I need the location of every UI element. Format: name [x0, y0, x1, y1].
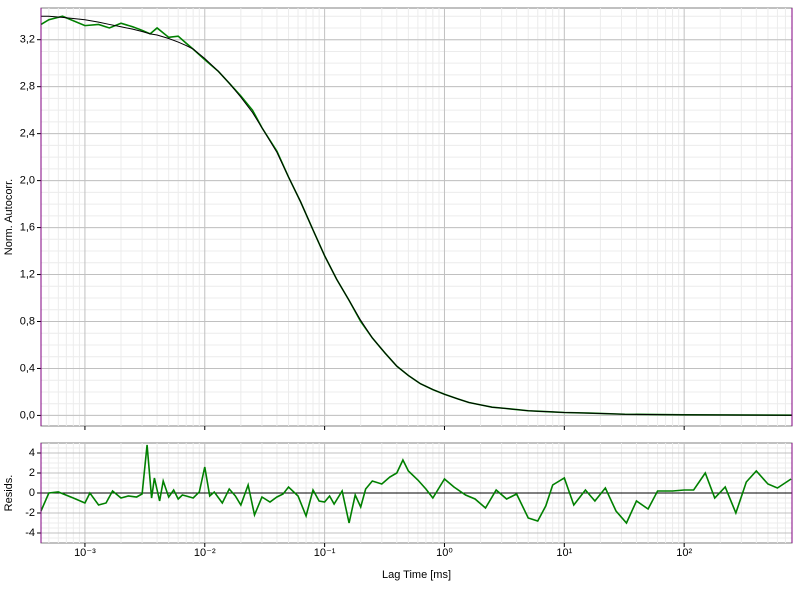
- y-tick-label: 0,0: [20, 409, 35, 421]
- y-tick-label: 2,0: [20, 175, 35, 187]
- y-tick-label: -2: [25, 507, 35, 519]
- plot-area: [40, 7, 793, 427]
- x-tick-label: 10⁻³: [74, 547, 96, 559]
- y-tick-label: 2,4: [20, 128, 35, 140]
- y-tick-label: 2,8: [20, 81, 35, 93]
- y-tick-label: 3,2: [20, 34, 35, 46]
- y-tick-label: 1,2: [20, 268, 35, 280]
- y-tick-label: 0: [29, 487, 35, 499]
- x-tick-label: 10²: [676, 547, 692, 559]
- x-tick-label: 10⁰: [436, 547, 453, 559]
- y-tick-label: 2: [29, 467, 35, 479]
- data-line: [40, 444, 792, 525]
- x-tick-label: 10⁻²: [194, 547, 216, 559]
- x-tick-label: 10⁻¹: [314, 547, 336, 559]
- y-tick-label: 4: [29, 447, 35, 459]
- data-line: [41, 15, 793, 416]
- y-tick-label: 0,8: [20, 315, 35, 327]
- x-tick-label: 10¹: [556, 547, 572, 559]
- x-axis-label: Lag Time [ms]: [382, 569, 451, 581]
- y-axis-label: Resids.: [3, 475, 15, 512]
- y-axis-label: Norm. Autocorr.: [3, 179, 15, 255]
- y-tick-label: -4: [25, 527, 35, 539]
- y-tick-label: 0,4: [20, 362, 35, 374]
- y-tick-label: 1,6: [20, 221, 35, 233]
